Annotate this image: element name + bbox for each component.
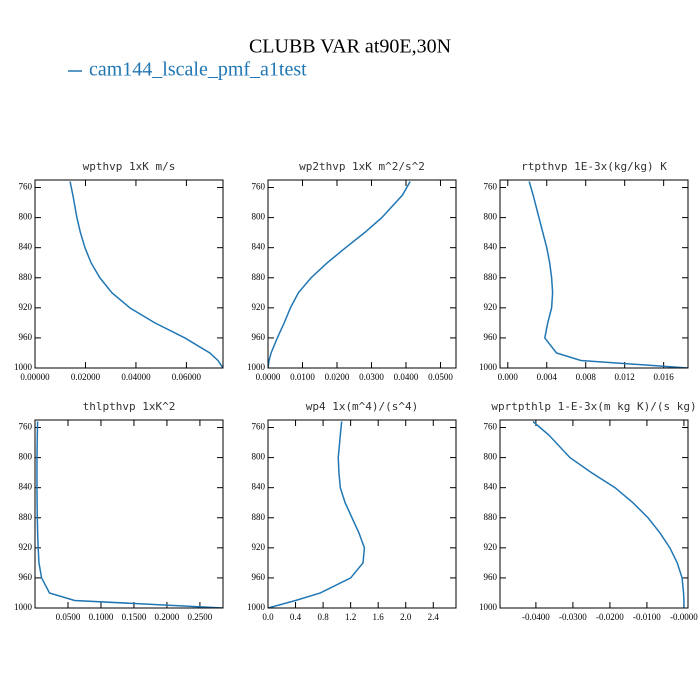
y-tick-label: 920 <box>252 302 266 312</box>
x-tick-label: 0.1000 <box>89 612 114 622</box>
y-tick-label: 800 <box>19 452 33 462</box>
y-tick-label: 840 <box>484 482 498 492</box>
panel-title: wprtpthlp 1-E-3x(m kg K)/(s kg) <box>491 400 696 413</box>
x-tick-label: 0.1500 <box>122 612 147 622</box>
x-tick-label: -0.0200 <box>596 612 624 622</box>
y-tick-label: 960 <box>484 572 498 582</box>
y-tick-label: 840 <box>484 242 498 252</box>
y-tick-label: 760 <box>484 182 498 192</box>
y-tick-label: 840 <box>252 242 266 252</box>
legend-label: cam144_lscale_pmf_a1test <box>89 59 307 81</box>
x-tick-label: 0.0300 <box>359 372 384 382</box>
x-tick-label: 1.2 <box>345 612 356 622</box>
x-tick-label: -0.0000 <box>670 612 698 622</box>
y-tick-label: 1000 <box>479 602 498 612</box>
y-tick-label: 920 <box>19 302 33 312</box>
plot-frame <box>267 419 457 609</box>
y-tick-label: 1000 <box>247 362 266 372</box>
series-line <box>268 181 411 368</box>
plot-frame <box>267 179 457 369</box>
x-tick-label: 1.6 <box>373 612 385 622</box>
y-tick-label: 1000 <box>14 362 33 372</box>
x-tick-label: 0.02000 <box>71 372 101 382</box>
y-tick-label: 760 <box>252 182 266 192</box>
x-tick-label: 0.012 <box>615 372 635 382</box>
x-tick-label: 0.008 <box>576 372 597 382</box>
y-tick-label: 840 <box>252 482 266 492</box>
y-tick-label: 960 <box>252 572 266 582</box>
y-tick-label: 1000 <box>479 362 498 372</box>
x-tick-label: 0.000 <box>498 372 519 382</box>
x-tick-label: 0.00000 <box>20 372 50 382</box>
x-tick-label: 0.016 <box>654 372 675 382</box>
plot-frame <box>499 179 689 369</box>
y-tick-label: 880 <box>19 512 33 522</box>
plot-frame <box>34 419 224 609</box>
plot-frame <box>499 419 689 609</box>
y-tick-label: 840 <box>19 242 33 252</box>
series-line <box>268 421 366 608</box>
x-tick-label: 2.4 <box>428 612 440 622</box>
plot-frame <box>34 179 224 369</box>
x-tick-label: 0.2000 <box>155 612 180 622</box>
x-tick-label: 0.4 <box>290 612 302 622</box>
y-tick-label: 960 <box>19 572 33 582</box>
panel-title: wp4 1x(m^4)/(s^4) <box>306 400 419 413</box>
y-tick-label: 760 <box>19 422 33 432</box>
x-tick-label: 0.8 <box>317 612 329 622</box>
y-tick-label: 800 <box>19 212 33 222</box>
x-tick-label: 0.0400 <box>394 372 419 382</box>
x-tick-label: 0.0500 <box>56 612 81 622</box>
x-tick-label: -0.0400 <box>522 612 550 622</box>
x-tick-label: 0.0100 <box>290 372 315 382</box>
series-line <box>69 181 223 368</box>
panel-title: rtpthvp 1E-3x(kg/kg) K <box>521 160 667 173</box>
y-tick-label: 920 <box>484 542 498 552</box>
y-tick-label: 960 <box>19 332 33 342</box>
panel-title: wpthvp 1xK m/s <box>83 160 176 173</box>
y-tick-label: 760 <box>252 422 266 432</box>
x-tick-label: 0.04000 <box>121 372 151 382</box>
x-tick-label: 0.2500 <box>188 612 213 622</box>
series-line <box>36 421 223 608</box>
x-tick-label: 0.0500 <box>428 372 453 382</box>
y-tick-label: 760 <box>484 422 498 432</box>
y-tick-label: 880 <box>19 272 33 282</box>
x-tick-label: 0.0000 <box>256 372 281 382</box>
y-tick-label: 800 <box>484 212 498 222</box>
y-tick-label: 920 <box>484 302 498 312</box>
y-tick-label: 800 <box>252 452 266 462</box>
y-tick-label: 1000 <box>14 602 33 612</box>
y-tick-label: 880 <box>252 512 266 522</box>
series-line <box>528 181 688 368</box>
y-tick-label: 840 <box>19 482 33 492</box>
y-tick-label: 920 <box>252 542 266 552</box>
x-tick-label: 2.0 <box>400 612 412 622</box>
y-tick-label: 880 <box>252 272 266 282</box>
x-tick-label: -0.0100 <box>633 612 661 622</box>
panel-title: thlpthvp 1xK^2 <box>83 400 176 413</box>
y-tick-label: 880 <box>484 512 498 522</box>
series-line <box>532 420 685 608</box>
figure-title: CLUBB VAR at90E,30N <box>249 36 451 58</box>
y-tick-label: 960 <box>252 332 266 342</box>
y-tick-label: 920 <box>19 542 33 552</box>
y-tick-label: 1000 <box>247 602 266 612</box>
y-tick-label: 960 <box>484 332 498 342</box>
x-tick-label: -0.0300 <box>559 612 587 622</box>
y-tick-label: 800 <box>252 212 266 222</box>
x-tick-label: 0.004 <box>537 372 558 382</box>
y-tick-label: 800 <box>484 452 498 462</box>
x-tick-label: 0.06000 <box>172 372 202 382</box>
y-tick-label: 880 <box>484 272 498 282</box>
y-tick-label: 760 <box>19 182 33 192</box>
panel-title: wp2thvp 1xK m^2/s^2 <box>299 160 425 173</box>
x-tick-label: 0.0200 <box>325 372 350 382</box>
x-tick-label: 0.0 <box>262 612 274 622</box>
